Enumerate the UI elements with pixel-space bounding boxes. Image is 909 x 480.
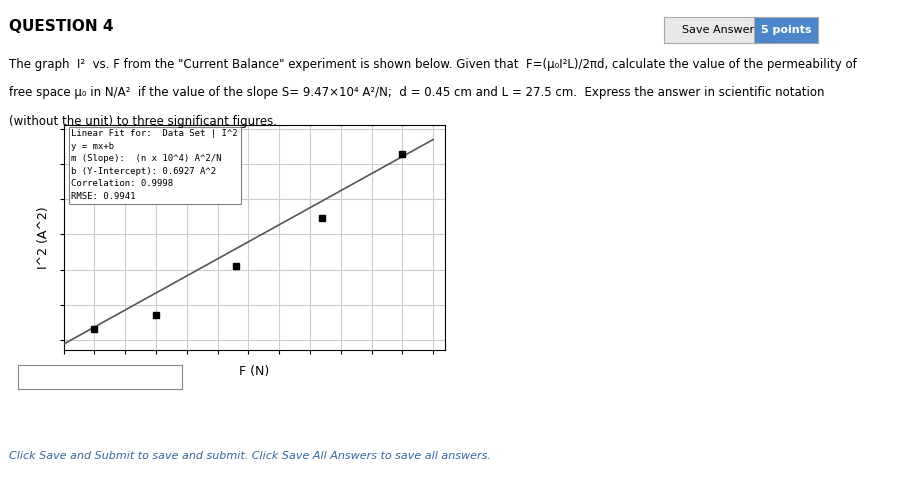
Text: QUESTION 4: QUESTION 4 [9,19,114,34]
Text: Save Answer: Save Answer [682,25,754,35]
Text: free space μ₀ in N/A²  if the value of the slope S= 9.47×10⁴ A²/N;  d = 0.45 cm : free space μ₀ in N/A² if the value of th… [9,86,824,99]
Text: Linear Fit for:  Data Set | I^2
y = mx+b
m (Slope):  (n x 10^4) A^2/N
b (Y-Inter: Linear Fit for: Data Set | I^2 y = mx+b … [71,129,238,201]
X-axis label: F (N): F (N) [239,365,270,378]
Text: Click Save and Submit to save and submit. Click Save All Answers to save all ans: Click Save and Submit to save and submit… [9,451,491,461]
Text: 5 points: 5 points [761,25,812,35]
Text: (without the unit) to three significant figures.: (without the unit) to three significant … [9,115,277,128]
Text: The graph  I²  vs. F from the "Current Balance" experiment is shown below. Given: The graph I² vs. F from the "Current Bal… [9,58,857,71]
Y-axis label: I^2 (A^2): I^2 (A^2) [37,206,50,269]
